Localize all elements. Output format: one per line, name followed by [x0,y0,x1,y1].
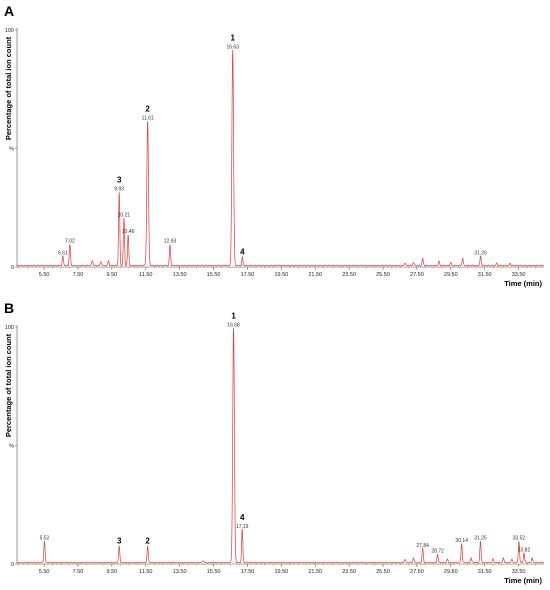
x-tick-label: 27.50 [410,569,424,575]
peak-time-label: 33.52 [513,536,526,542]
x-tick-label: 31.50 [478,272,492,278]
chromatogram-trace [16,327,544,564]
x-tick-label: 21.50 [308,569,322,575]
x-axis-label: Time (min) [504,279,542,288]
peak-time-label: 17.19 [236,524,249,530]
panel-label: B [4,300,14,316]
x-tick-label: 25.50 [376,272,390,278]
x-tick-label: 17.50 [241,569,255,575]
peak-time-label: 16.68 [227,322,240,328]
x-tick-label: 19.50 [274,569,288,575]
x-tick-label: 11.50 [139,569,152,575]
x-tick-label: 17.50 [241,272,255,278]
x-tick-label: 27.50 [410,272,424,278]
x-tick-label: 7.50 [73,272,84,278]
x-tick-label: 23.50 [342,272,356,278]
y-tick-label: 0 [11,265,14,271]
y-axis-label: Percentage of total ion count [4,36,13,140]
y-tick-label: 100 [5,28,14,34]
panel-label: A [4,3,14,19]
peak-time-label: 6.61 [58,251,68,257]
x-tick-label: 33.50 [512,569,526,575]
x-tick-label: 33.50 [512,272,526,278]
peak-compound-label: 1 [231,311,236,320]
y-tick-label: % [9,147,14,153]
peak-time-label: 11.61 [142,115,154,121]
peak-compound-label: 2 [145,104,150,113]
x-tick-label: 5.50 [39,569,50,575]
peak-time-label: 27.84 [416,543,429,549]
peak-compound-label: 4 [240,513,245,522]
x-tick-label: 21.50 [308,272,322,278]
peak-time-label: 33.82 [518,548,531,554]
x-tick-label: 9.50 [107,272,118,278]
peak-compound-label: 3 [117,176,122,185]
x-axis-label: Time (min) [504,576,542,585]
peak-time-label: 28.72 [431,549,444,555]
chromatogram-trace [16,50,544,267]
x-tick-label: 15.50 [207,569,221,575]
x-tick-label: 19.50 [274,272,288,278]
x-tick-label: 9.50 [107,569,118,575]
x-tick-label: 31.50 [478,569,492,575]
panel-a: A Percentage of total ion count 100% 0 5.50 7… [4,3,544,288]
peak-time-label: 7.02 [65,239,75,245]
x-tick-label: 23.50 [342,569,356,575]
peak-compound-label: 4 [240,248,245,257]
x-tick-label: 13.50 [173,569,187,575]
panel-b: B Percentage of total ion count 100% 0 5.50 7… [4,300,544,585]
peak-time-label: 16.63 [226,44,239,50]
x-tick-label: 7.50 [73,569,84,575]
x-tick-label: 25.50 [376,569,390,575]
peak-compound-label: 3 [117,536,122,545]
peak-compound-label: 1 [230,33,235,42]
y-tick-label: % [9,444,14,450]
peak-time-label: 30.14 [455,538,468,544]
y-tick-label: 100 [5,325,14,331]
x-tick-label: 15.50 [207,272,221,278]
peak-time-label: 10.46 [122,229,135,235]
peak-time-label: 31.26 [474,251,487,257]
x-tick-label: 11.50 [139,272,152,278]
x-tick-label: 5.50 [39,272,50,278]
peak-compound-label: 2 [145,536,150,545]
y-tick-label: 0 [11,562,14,568]
x-tick-label: 29.50 [444,569,458,575]
x-tick-label: 13.50 [173,272,187,278]
y-axis-label: Percentage of total ion count [4,333,13,437]
peak-time-label: 10.21 [118,213,131,219]
peak-time-label: 9.93 [114,187,124,193]
peak-time-label: 12.93 [164,239,177,245]
peak-time-label: 31.25 [474,536,487,542]
peak-time-label: 5.52 [40,536,50,542]
x-tick-label: 29.50 [444,272,458,278]
